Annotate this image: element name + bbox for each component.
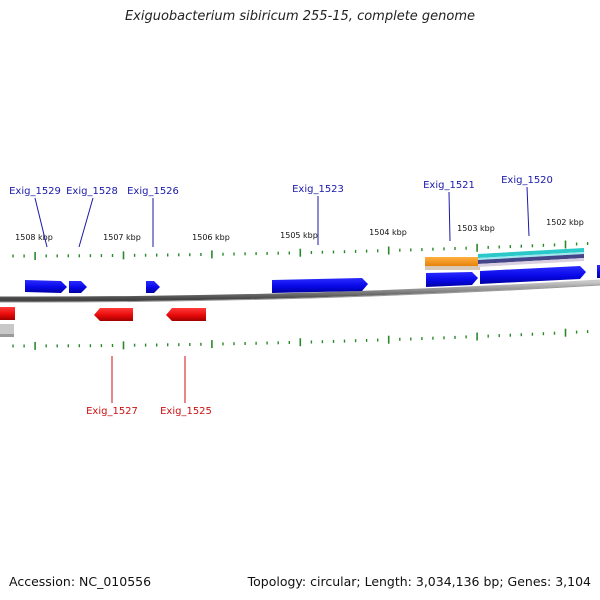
accession-text: Accession: NC_010556 — [9, 574, 152, 589]
scale-label-1505: 1505 kbp — [280, 231, 318, 240]
grey-feature-left-shade — [0, 334, 14, 337]
leader-exig-1529 — [34, 197, 48, 248]
gene-label-exig-1521[interactable]: Exig_1521 — [423, 180, 475, 191]
scale-ticks-inner — [12, 328, 589, 350]
gene-arrow-exig-1528[interactable] — [69, 281, 87, 293]
leader-exig-1521 — [448, 191, 451, 242]
scale-label-1503: 1503 kbp — [457, 224, 495, 233]
gene-arrow-exig-1525[interactable] — [166, 308, 206, 321]
scale-label-1508: 1508 kbp — [15, 233, 53, 242]
genome-summary-text: Topology: circular; Length: 3,034,136 bp… — [247, 574, 591, 589]
leader-exig-1528 — [78, 197, 94, 248]
navy-feature-base — [478, 258, 584, 267]
gene-label-exig-1523[interactable]: Exig_1523 — [292, 184, 344, 195]
gene-arrow-exig-1523[interactable] — [272, 278, 368, 293]
grey-feature-left — [0, 324, 14, 337]
genome-backbone — [0, 279, 600, 302]
scale-label-1507: 1507 kbp — [103, 233, 141, 242]
gene-label-exig-1525[interactable]: Exig_1525 — [160, 406, 212, 417]
gene-label-exig-1520[interactable]: Exig_1520 — [501, 175, 553, 186]
gene-arrow-exig-1527[interactable] — [94, 308, 133, 321]
navy-feature — [478, 254, 584, 264]
orange-feature — [425, 257, 480, 268]
orange-feature-base — [425, 266, 480, 270]
scale-label-1502: 1502 kbp — [546, 218, 584, 227]
map-title: Exiguobacterium sibiricum 255-15, comple… — [124, 9, 476, 24]
gene-label-exig-1528[interactable]: Exig_1528 — [66, 186, 118, 197]
gene-label-exig-1529[interactable]: Exig_1529 — [9, 186, 61, 197]
scale-ticks-outer — [12, 240, 589, 260]
scale-label-1504: 1504 kbp — [369, 228, 407, 237]
gene-arrow-exig-1520[interactable] — [480, 266, 586, 284]
teal-feature-light — [478, 252, 584, 260]
genome-backbone-shadow — [0, 284, 600, 303]
scale-label-1506: 1506 kbp — [192, 233, 230, 242]
gene-arrow-exig-1526[interactable] — [146, 281, 160, 293]
gene-arrow-edge[interactable] — [597, 265, 600, 278]
gene-arrow-exig-1529[interactable] — [25, 280, 67, 293]
gene-label-exig-1527[interactable]: Exig_1527 — [86, 406, 138, 417]
gene-arrow-exig-1521[interactable] — [426, 272, 478, 287]
gene-arrow-reverse-edge[interactable] — [0, 307, 15, 320]
teal-feature — [478, 248, 584, 258]
leader-exig-1520 — [526, 186, 530, 237]
gene-label-exig-1526[interactable]: Exig_1526 — [127, 186, 179, 197]
